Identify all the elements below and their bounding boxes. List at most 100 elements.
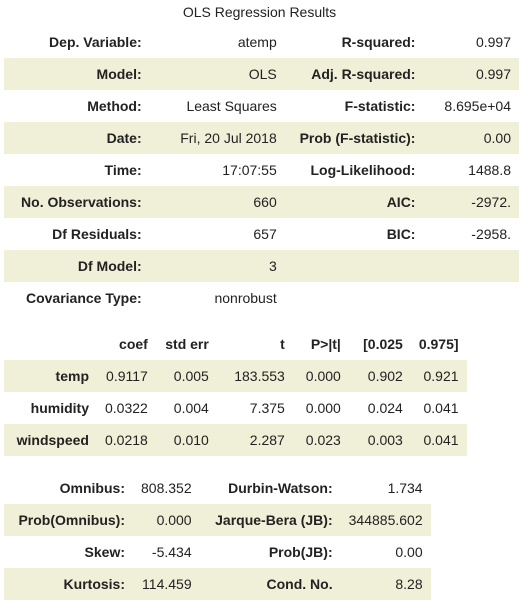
column-header: 0.975] <box>418 336 459 352</box>
table-header-row: coef std err t P>|t| [0.025 0.975] <box>4 328 467 360</box>
summary-value: Least Squares <box>186 98 277 114</box>
summary-value: 657 <box>253 226 277 242</box>
summary-label: Date: <box>106 130 142 146</box>
summary-value: 660 <box>253 194 277 210</box>
diagnostic-label: Jarque-Bera (JB): <box>215 512 333 528</box>
diagnostic-value: 8.28 <box>395 576 423 592</box>
t-cell: 7.375 <box>249 400 285 416</box>
summary-value: 0.997 <box>475 66 511 82</box>
summary-value: 8.695e+04 <box>444 98 511 114</box>
table-row: Skew: -5.434 Prob(JB): 0.00 <box>4 536 431 568</box>
summary-label: Df Model: <box>77 258 142 274</box>
summary-label <box>285 282 424 314</box>
summary-label: AIC: <box>386 194 416 210</box>
summary-value: 3 <box>268 258 277 274</box>
column-header: std err <box>165 336 209 352</box>
summary-value: 17:07:55 <box>222 162 277 178</box>
t-cell: 2.287 <box>249 432 285 448</box>
diagnostic-label: Prob(Omnibus): <box>18 512 125 528</box>
summary-label: BIC: <box>386 226 416 242</box>
diagnostic-value: 1.734 <box>387 480 423 496</box>
summary-value: nonrobust <box>214 290 277 306</box>
diagnostic-value: 114.459 <box>142 576 192 592</box>
ci-low-cell: 0.003 <box>367 432 403 448</box>
table-row: Covariance Type: nonrobust <box>4 282 519 314</box>
coef-cell: 0.9117 <box>106 368 148 384</box>
summary-label: Adj. R-squared: <box>311 66 416 82</box>
summary-label: Model: <box>96 66 142 82</box>
coef-cell: 0.0218 <box>105 432 148 448</box>
std-err-cell: 0.010 <box>173 432 209 448</box>
model-summary-table: Dep. Variable: atemp R-squared: 0.997 Mo… <box>4 26 519 314</box>
summary-label: Covariance Type: <box>25 290 142 306</box>
table-row: Df Residuals: 657 BIC: -2958. <box>4 218 519 250</box>
ci-high-cell: 0.041 <box>423 432 459 448</box>
table-row: Df Model: 3 <box>4 250 519 282</box>
summary-label: Log-Likelihood: <box>310 162 416 178</box>
column-header: P>|t| <box>310 336 341 352</box>
p-cell: 0.023 <box>305 432 341 448</box>
summary-value: Fri, 20 Jul 2018 <box>180 130 277 146</box>
std-err-cell: 0.004 <box>173 400 209 416</box>
summary-label: Method: <box>87 98 142 114</box>
diagnostic-label: Skew: <box>84 544 125 560</box>
summary-value: -2958. <box>471 226 511 242</box>
p-cell: 0.000 <box>305 400 341 416</box>
ci-low-cell: 0.024 <box>367 400 403 416</box>
table-row: Date: Fri, 20 Jul 2018 Prob (F-statistic… <box>4 122 519 154</box>
diagnostic-label: Omnibus: <box>59 480 125 496</box>
variable-name: windspeed <box>16 432 89 448</box>
table-row: Omnibus: 808.352 Durbin-Watson: 1.734 <box>4 472 431 504</box>
table-row: temp 0.9117 0.005 183.553 0.000 0.902 0.… <box>4 360 467 392</box>
table-row: Method: Least Squares F-statistic: 8.695… <box>4 90 519 122</box>
summary-label: No. Observations: <box>21 194 142 210</box>
table-row: Dep. Variable: atemp R-squared: 0.997 <box>4 26 519 58</box>
summary-label <box>285 250 424 282</box>
summary-label: Prob (F-statistic): <box>299 130 416 146</box>
diagnostic-value: 0.00 <box>395 544 423 560</box>
summary-value <box>423 250 519 282</box>
table-caption: OLS Regression Results <box>182 4 337 20</box>
ci-high-cell: 0.041 <box>423 400 459 416</box>
table-row: Model: OLS Adj. R-squared: 0.997 <box>4 58 519 90</box>
column-header <box>4 328 97 360</box>
summary-label: R-squared: <box>341 34 416 50</box>
variable-name: temp <box>55 368 89 384</box>
diagnostic-label: Prob(JB): <box>268 544 333 560</box>
summary-value: atemp <box>237 34 277 50</box>
table-row: Prob(Omnibus): 0.000 Jarque-Bera (JB): 3… <box>4 504 431 536</box>
summary-label: Dep. Variable: <box>49 34 142 50</box>
coef-cell: 0.0322 <box>105 400 148 416</box>
t-cell: 183.553 <box>234 368 285 384</box>
table-row: windspeed 0.0218 0.010 2.287 0.023 0.003… <box>4 424 467 456</box>
summary-value: 0.00 <box>483 130 511 146</box>
diagnostic-label: Durbin-Watson: <box>228 480 333 496</box>
table-row: No. Observations: 660 AIC: -2972. <box>4 186 519 218</box>
diagnostic-value: 344885.602 <box>348 512 423 528</box>
p-cell: 0.000 <box>305 368 341 384</box>
column-header: t <box>280 336 285 352</box>
column-header: coef <box>119 336 148 352</box>
diagnostic-label: Cond. No. <box>266 576 333 592</box>
diagnostic-label: Kurtosis: <box>63 576 125 592</box>
ci-high-cell: 0.921 <box>423 368 459 384</box>
summary-label: Df Residuals: <box>52 226 142 242</box>
ci-low-cell: 0.902 <box>367 368 403 384</box>
summary-value: -2972. <box>471 194 511 210</box>
diagnostic-value: -5.434 <box>151 544 192 560</box>
table-row: Kurtosis: 114.459 Cond. No. 8.28 <box>4 568 431 600</box>
summary-value: OLS <box>248 66 277 82</box>
summary-value: 0.997 <box>475 34 511 50</box>
table-row: Time: 17:07:55 Log-Likelihood: 1488.8 <box>4 154 519 186</box>
coefficients-table: coef std err t P>|t| [0.025 0.975] temp … <box>4 328 467 456</box>
diagnostic-value: 0.000 <box>156 512 192 528</box>
std-err-cell: 0.005 <box>173 368 209 384</box>
table-row: humidity 0.0322 0.004 7.375 0.000 0.024 … <box>4 392 467 424</box>
diagnostics-table: Omnibus: 808.352 Durbin-Watson: 1.734 Pr… <box>4 472 431 600</box>
summary-label: Time: <box>104 162 142 178</box>
summary-value: 1488.8 <box>468 162 511 178</box>
diagnostic-value: 808.352 <box>141 480 192 496</box>
column-header: [0.025 <box>363 336 403 352</box>
summary-label: F-statistic: <box>344 98 416 114</box>
summary-value <box>423 282 519 314</box>
